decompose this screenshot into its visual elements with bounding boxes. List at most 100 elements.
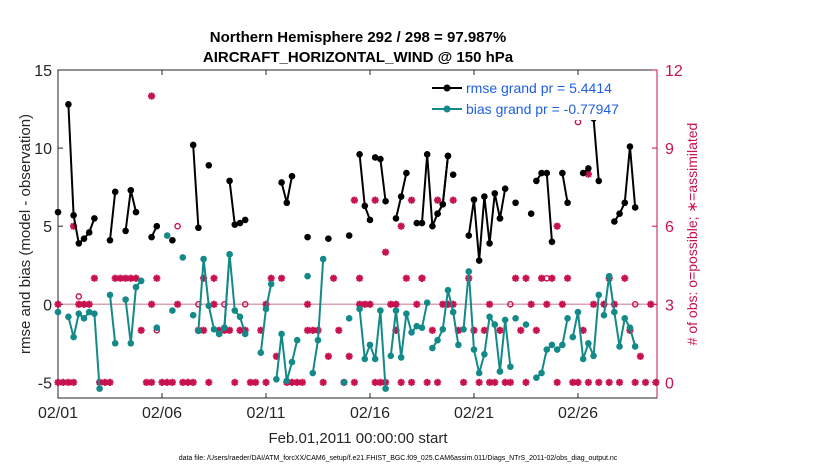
obs-assimilated-marker [189, 378, 197, 386]
bias-point [132, 283, 140, 291]
rmse-point [361, 202, 369, 210]
rmse-point [80, 235, 88, 242]
rmse-point [434, 210, 441, 217]
rmse-point [75, 240, 83, 247]
bias-point [559, 341, 566, 349]
legend-rmse-marker [443, 84, 451, 92]
rmse-point [304, 233, 311, 241]
rmse-point [491, 190, 499, 197]
obs-assimilated-marker [423, 378, 431, 386]
bias-point [605, 272, 613, 280]
bias-point [356, 305, 363, 313]
bias-point [80, 315, 88, 322]
obs-assimilated-marker [553, 378, 561, 386]
bias-point [585, 340, 592, 347]
bias-point [345, 315, 353, 322]
y-axis-right: 0 3 6 9 12 [652, 63, 683, 398]
obs-assimilated-marker [522, 378, 530, 386]
obs-assimilated-marker [371, 196, 379, 204]
obs-assimilated-marker [277, 274, 286, 282]
obs-assimilated-marker [397, 378, 405, 386]
y-tick-label: 10 [34, 141, 52, 158]
bias-point [226, 251, 233, 258]
rmse-point [538, 169, 545, 177]
obs-assimilated-marker [522, 274, 530, 282]
obs-assimilated-marker [397, 222, 405, 230]
bias-point [616, 343, 623, 350]
bias-point [392, 307, 400, 314]
rmse-point [439, 201, 447, 208]
obs-assimilated-marker [511, 274, 520, 282]
bias-point [169, 307, 176, 314]
bias-point [241, 330, 249, 338]
bias-point [449, 308, 457, 316]
obs-assimilated-marker [584, 378, 592, 386]
legend-box [427, 76, 653, 120]
obs-assimilated-marker [210, 300, 218, 308]
obs-assimilated-marker [210, 274, 218, 282]
bias-point [408, 329, 415, 336]
obs-assimilated-marker [636, 352, 644, 360]
rmse-point [236, 219, 244, 227]
x-tick-label: 02/01 [38, 405, 78, 422]
rmse-point [585, 165, 592, 172]
obs-assimilated-marker [491, 378, 499, 386]
chart-title: Northern Hemisphere 292 / 298 = 97.987% [210, 29, 506, 46]
bias-point [127, 340, 135, 347]
bias-point [631, 343, 639, 350]
rmse-point [559, 169, 566, 177]
x-tick-label: 02/21 [454, 405, 494, 422]
rmse-point [153, 222, 161, 230]
obs-assimilated-marker [381, 248, 390, 256]
bias-point [314, 336, 322, 344]
rmse-point [122, 227, 129, 235]
rmse-point [195, 224, 202, 232]
x-tick-label: 02/11 [247, 405, 286, 422]
y2-tick-label: 3 [665, 297, 674, 314]
obs-assimilated-marker [132, 274, 140, 282]
obs-assimilated-marker [615, 378, 624, 386]
rmse-point [85, 229, 93, 236]
obs-assimilated-marker [90, 274, 98, 282]
obs-assimilated-marker [319, 378, 327, 386]
x-tick-label: 02/16 [350, 405, 390, 422]
rmse-point [486, 240, 493, 247]
bias-point [621, 315, 629, 322]
obs-assimilated-marker [267, 274, 275, 282]
rmse-point [111, 188, 119, 196]
obs-assimilated-marker [595, 378, 603, 386]
bias-point [579, 355, 587, 363]
rmse-point [611, 218, 618, 225]
obs-assimilated-marker [433, 196, 442, 204]
obs-assimilated-marker [485, 300, 494, 308]
obs-assimilated-marker [303, 300, 312, 308]
obs-assimilated-marker [532, 326, 540, 334]
bias-point [481, 350, 488, 358]
rmse-point [413, 219, 421, 227]
obs-assimilated-marker [413, 300, 421, 308]
bias-line [358, 308, 387, 389]
rmse-point [621, 199, 629, 207]
data-file-footnote: data file: /Users/raeder/DAI/ATM_forcXX/… [179, 455, 618, 462]
rmse-line [192, 144, 200, 228]
rmse-point [429, 222, 436, 230]
bias-point [470, 346, 478, 353]
obs-assimilated-marker [168, 378, 176, 386]
bias-point [70, 333, 77, 341]
obs-assimilated-marker [470, 326, 478, 334]
obs-assimilated-marker [205, 378, 213, 386]
obs-assimilated-marker [142, 378, 150, 386]
rmse-point [91, 215, 98, 222]
rmse-point [169, 236, 176, 244]
rmse-point [382, 197, 389, 205]
bias-point [501, 316, 509, 324]
obs-assimilated-marker [262, 378, 270, 386]
rmse-point [475, 257, 483, 264]
obs-assimilated-marker [402, 274, 410, 282]
bias-point [200, 255, 207, 263]
obs-assimilated-marker [537, 274, 546, 282]
obs-assimilated-marker [329, 274, 338, 282]
bias-point [111, 340, 119, 347]
obs-possible-marker [507, 300, 514, 308]
rmse-point [626, 143, 634, 150]
